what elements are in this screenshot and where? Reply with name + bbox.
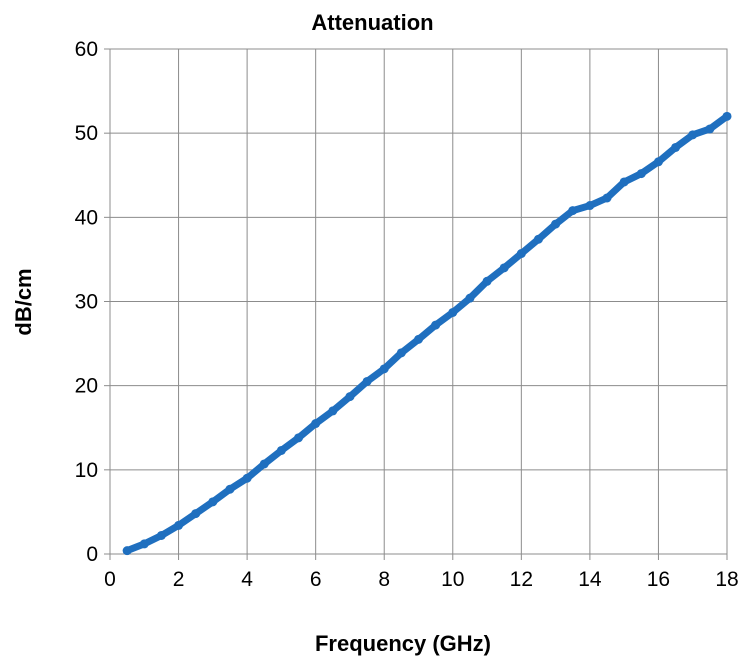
y-tick-label: 50 (75, 122, 98, 145)
y-tick-label: 60 (75, 38, 98, 61)
plot-area-border (109, 48, 728, 555)
x-tick-label: 8 (378, 568, 390, 591)
data-point (448, 307, 458, 317)
x-tick-label: 6 (310, 568, 322, 591)
chart-title: Attenuation (311, 10, 434, 35)
series-layer (122, 111, 732, 556)
data-point (414, 334, 423, 344)
data-point (396, 348, 406, 358)
x-tick-label: 16 (647, 568, 670, 591)
data-point (225, 484, 235, 494)
x-tick-label: 0 (104, 568, 116, 591)
y-axis-title: dB/cm (11, 268, 36, 335)
data-point (311, 419, 321, 429)
data-point (636, 169, 646, 179)
grid (109, 48, 728, 555)
x-tick-label: 18 (715, 568, 738, 591)
data-point (602, 193, 612, 203)
data-point (379, 364, 389, 374)
data-point (671, 142, 681, 152)
data-point (139, 539, 149, 549)
data-point (499, 263, 509, 273)
data-point (156, 530, 166, 540)
data-point (242, 473, 252, 483)
y-tick-label: 20 (75, 375, 98, 398)
y-tick-label: 10 (75, 459, 98, 482)
data-point (688, 130, 698, 140)
data-point (208, 497, 218, 507)
data-point (431, 320, 441, 330)
data-point (653, 157, 663, 167)
data-point (259, 459, 269, 469)
data-point (568, 206, 578, 216)
series-line (123, 112, 731, 555)
axes (104, 48, 728, 560)
data-point (722, 111, 732, 121)
data-point (551, 219, 561, 229)
y-tick-label: 0 (86, 543, 98, 566)
data-point (533, 234, 543, 244)
x-tick-label: 12 (510, 568, 533, 591)
y-tick-label: 30 (75, 291, 98, 314)
x-axis-title: Frequency (GHz) (315, 631, 491, 656)
data-point (191, 509, 201, 519)
data-point (465, 293, 475, 303)
data-point (705, 124, 715, 134)
data-point (276, 445, 286, 455)
x-tick-label: 2 (173, 568, 185, 591)
data-point (345, 392, 355, 402)
data-point (482, 276, 492, 286)
x-tick-label: 14 (578, 568, 602, 591)
data-point (619, 177, 629, 187)
data-point (362, 376, 372, 386)
data-point (294, 433, 304, 443)
data-point (585, 201, 595, 211)
y-tick-label: 40 (75, 206, 98, 229)
tick-labels: 0 2 4 6 8 10 12 14 16 18 0 10 20 30 40 50 60 (75, 38, 739, 591)
x-tick-label: 10 (441, 568, 464, 591)
x-tick-label: 4 (241, 568, 253, 591)
data-point (328, 406, 338, 416)
data-point (122, 546, 132, 556)
data-point (516, 249, 526, 259)
data-point (174, 520, 184, 530)
